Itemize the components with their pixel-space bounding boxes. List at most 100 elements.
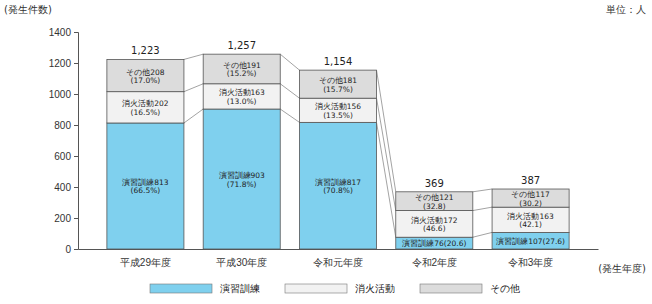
y-axis: 0 200 400 600 800 1000 1200 1400 bbox=[49, 27, 79, 255]
legend-swatch bbox=[420, 284, 482, 293]
x-axis: 平成29年度 平成30年度 令和元年度 令和2年度 令和3年度 bbox=[79, 249, 599, 268]
bar bbox=[299, 122, 376, 249]
x-tick-label: 平成29年度 bbox=[120, 257, 171, 268]
label-share: (27.6) bbox=[542, 237, 565, 246]
bar bbox=[396, 192, 473, 211]
y-tick: 200 bbox=[54, 213, 78, 224]
total-label: 369 bbox=[425, 178, 444, 189]
bar bbox=[107, 59, 184, 91]
data-label: 演習訓練903(71.8%) bbox=[219, 171, 266, 189]
connector-line bbox=[377, 122, 396, 237]
series bbox=[107, 84, 569, 237]
legend-entry: その他 bbox=[420, 283, 520, 294]
y-tick: 1400 bbox=[49, 27, 78, 38]
y-tick-mark bbox=[74, 249, 78, 250]
connector-line bbox=[473, 207, 492, 210]
label-series-name: 演習訓練 bbox=[402, 239, 434, 248]
label-share: (16.5%) bbox=[131, 108, 161, 117]
connector-line bbox=[184, 84, 203, 92]
connector-line bbox=[473, 232, 492, 237]
y-axis-line bbox=[74, 33, 79, 250]
y-tick-label: 400 bbox=[54, 182, 71, 193]
y-tick-mark bbox=[74, 63, 78, 64]
label-share: (17.0%) bbox=[131, 76, 161, 85]
x-tick-label: 令和元年度 bbox=[313, 257, 363, 268]
data-label: 演習訓練817(70.8%) bbox=[315, 178, 362, 196]
label-share: (30.2) bbox=[519, 199, 542, 208]
label-share: (66.5%) bbox=[131, 186, 161, 195]
label-share: (15.2%) bbox=[227, 69, 257, 78]
total-label: 1,257 bbox=[227, 40, 256, 51]
y-tick-mark bbox=[74, 125, 78, 126]
label-value: 76 bbox=[434, 239, 444, 248]
x-tick-label: 令和3年度 bbox=[508, 257, 554, 268]
y-tick: 600 bbox=[54, 151, 78, 162]
y-tick-label: 1400 bbox=[49, 27, 72, 38]
label-value: 107 bbox=[528, 237, 543, 246]
y-tick: 400 bbox=[54, 182, 78, 193]
y-tick-mark bbox=[74, 187, 78, 188]
total-label: 1,154 bbox=[324, 56, 353, 67]
label-share: (13.5%) bbox=[323, 111, 353, 120]
connector-line bbox=[184, 54, 203, 59]
data-labels: 演習訓練813(66.5%)演習訓練903(71.8%)演習訓練817(70.8… bbox=[122, 40, 565, 248]
y-tick-label: 0 bbox=[65, 244, 71, 255]
connector-line bbox=[377, 98, 396, 210]
plot-area bbox=[107, 54, 569, 249]
bar bbox=[492, 232, 569, 249]
legend-entry: 演習訓練 bbox=[150, 283, 260, 294]
y-tick-label: 200 bbox=[54, 213, 71, 224]
y-axis-title: (発生件数) bbox=[4, 4, 52, 15]
data-label: その他121(32.8) bbox=[415, 193, 454, 211]
total-label: 387 bbox=[521, 175, 540, 186]
y-tick: 800 bbox=[54, 120, 78, 131]
legend-swatch bbox=[150, 284, 212, 293]
x-tick-label: 令和2年度 bbox=[412, 257, 458, 268]
x-tick-label: 平成30年度 bbox=[216, 257, 267, 268]
total-label: 1,223 bbox=[131, 45, 160, 56]
legend-label: 演習訓練 bbox=[220, 283, 260, 294]
x-tick: 令和3年度 bbox=[508, 249, 554, 268]
data-label: 消火活動163(13.0%) bbox=[219, 88, 266, 106]
y-tick: 1200 bbox=[49, 58, 78, 69]
x-tick: 平成30年度 bbox=[216, 249, 267, 268]
legend: 演習訓練 消火活動 その他 bbox=[150, 283, 520, 294]
bar bbox=[299, 70, 376, 98]
legend-label: 消火活動 bbox=[355, 283, 395, 294]
series bbox=[107, 54, 569, 210]
y-tick-mark bbox=[74, 32, 78, 33]
legend-label: その他 bbox=[490, 283, 520, 294]
x-tick: 平成29年度 bbox=[120, 249, 171, 268]
data-label: 消火活動172(46.6) bbox=[411, 216, 458, 234]
bar bbox=[203, 84, 280, 109]
bar bbox=[107, 92, 184, 123]
bar bbox=[107, 123, 184, 249]
data-label: 演習訓練76(20.6) bbox=[402, 239, 466, 248]
connector-line bbox=[473, 189, 492, 192]
x-axis-title: (発生年度) bbox=[598, 263, 646, 274]
legend-entry: 消火活動 bbox=[285, 283, 395, 294]
y-tick-label: 800 bbox=[54, 120, 71, 131]
label-share: (32.8) bbox=[423, 202, 446, 211]
y-tick-label: 600 bbox=[54, 151, 71, 162]
bar bbox=[492, 189, 569, 207]
bar bbox=[396, 237, 473, 249]
series bbox=[107, 109, 569, 249]
data-label: その他117(30.2) bbox=[511, 190, 550, 208]
data-label: 消火活動202(16.5%) bbox=[122, 99, 169, 117]
y-tick-mark bbox=[74, 218, 78, 219]
y-tick: 1000 bbox=[49, 89, 78, 100]
data-label: その他191(15.2%) bbox=[223, 61, 262, 79]
chart: 演習訓練813(66.5%)演習訓練903(71.8%)演習訓練817(70.8… bbox=[0, 0, 652, 304]
label-share: (71.8%) bbox=[227, 180, 257, 189]
y-tick-mark bbox=[74, 156, 78, 157]
bar bbox=[203, 54, 280, 84]
label-share: (20.6) bbox=[444, 239, 467, 248]
y-tick-label: 1000 bbox=[49, 89, 72, 100]
label-share: (70.8%) bbox=[323, 186, 353, 195]
y-tick-label: 1200 bbox=[49, 58, 72, 69]
y-tick: 0 bbox=[65, 244, 78, 255]
x-axis-line bbox=[79, 249, 599, 250]
data-label: 演習訓練107(27.6) bbox=[496, 237, 565, 246]
unit-label: 単位：人 bbox=[606, 4, 646, 15]
